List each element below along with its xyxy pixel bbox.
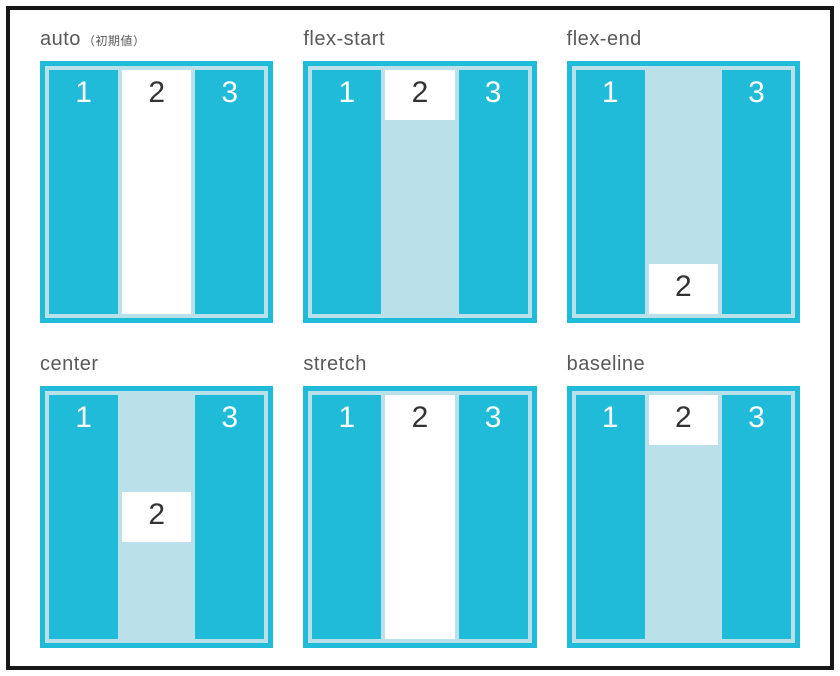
panel-label: flex-end xyxy=(567,28,800,51)
panel-center: center 1 2 3 xyxy=(40,353,273,648)
flex-container: 1 2 3 xyxy=(567,61,800,323)
panel-baseline: baseline 1 2 3 xyxy=(567,353,800,648)
flex-container: 1 2 3 xyxy=(40,61,273,323)
panel-flex-end: flex-end 1 2 3 xyxy=(567,28,800,323)
item-3: 3 xyxy=(722,395,791,639)
label-text: baseline xyxy=(567,353,646,376)
panel-label: center xyxy=(40,353,273,376)
item-3: 3 xyxy=(459,70,528,314)
item-1: 1 xyxy=(576,70,645,314)
item-3: 3 xyxy=(459,395,528,639)
panel-flex-start: flex-start 1 2 3 xyxy=(303,28,536,323)
label-text: auto xyxy=(40,28,81,51)
label-text: center xyxy=(40,353,99,376)
panel-label: stretch xyxy=(303,353,536,376)
item-3: 3 xyxy=(195,395,264,639)
item-2: 2 xyxy=(122,70,191,314)
diagram-frame: auto （初期値） 1 2 3 flex-start 1 2 3 flex-e… xyxy=(6,6,834,670)
item-1: 1 xyxy=(312,70,381,314)
panel-label: auto （初期値） xyxy=(40,28,273,51)
item-2: 2 xyxy=(649,264,718,314)
item-1: 1 xyxy=(49,395,118,639)
item-2: 2 xyxy=(122,492,191,542)
label-text: flex-start xyxy=(303,28,385,51)
item-3: 3 xyxy=(195,70,264,314)
item-3: 3 xyxy=(722,70,791,314)
label-text: flex-end xyxy=(567,28,642,51)
panel-stretch: stretch 1 2 3 xyxy=(303,353,536,648)
flex-container: 1 2 3 xyxy=(40,386,273,648)
item-1: 1 xyxy=(49,70,118,314)
item-2: 2 xyxy=(385,395,454,639)
flex-container: 1 2 3 xyxy=(303,386,536,648)
panel-auto: auto （初期値） 1 2 3 xyxy=(40,28,273,323)
label-sub: （初期値） xyxy=(83,32,146,49)
item-2: 2 xyxy=(385,70,454,120)
label-text: stretch xyxy=(303,353,367,376)
flex-container: 1 2 3 xyxy=(567,386,800,648)
item-2: 2 xyxy=(649,395,718,445)
item-1: 1 xyxy=(576,395,645,639)
item-1: 1 xyxy=(312,395,381,639)
panel-label: baseline xyxy=(567,353,800,376)
flex-container: 1 2 3 xyxy=(303,61,536,323)
panel-label: flex-start xyxy=(303,28,536,51)
